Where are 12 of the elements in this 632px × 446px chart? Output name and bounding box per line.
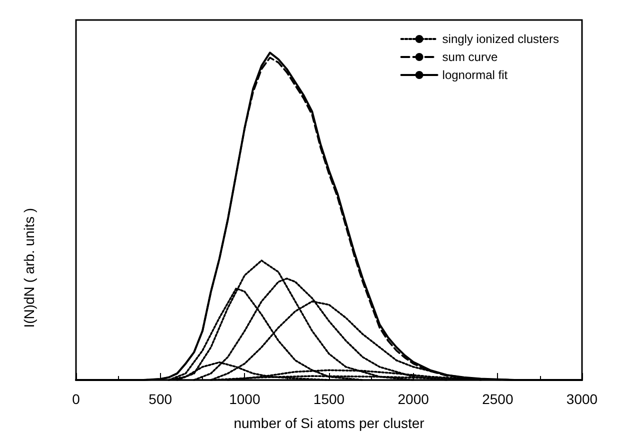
x-axis-title: number of Si atoms per cluster xyxy=(234,415,425,431)
x-tick-label: 2000 xyxy=(398,391,430,407)
x-tick-label: 1000 xyxy=(229,391,260,407)
y-axis-title: I(N)dN ( arb. units ) xyxy=(21,208,37,328)
x-tick-label: 1500 xyxy=(313,391,345,407)
x-tick-label: 3000 xyxy=(566,391,598,407)
legend-label: singly ionized clusters xyxy=(442,32,559,46)
x-tick-label: 2500 xyxy=(482,391,514,407)
legend-label: lognormal fit xyxy=(442,68,508,82)
legend-label: sum curve xyxy=(442,50,498,64)
x-tick-label: 0 xyxy=(72,391,80,407)
x-tick-label: 500 xyxy=(148,391,172,407)
